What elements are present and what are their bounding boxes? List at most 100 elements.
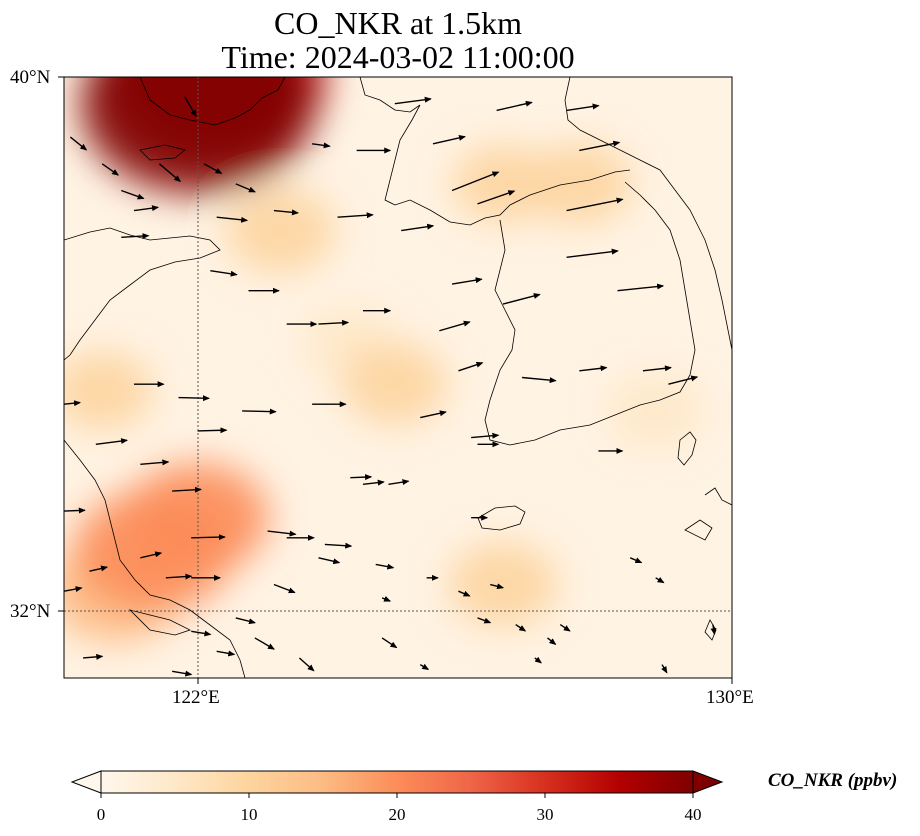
wind-arrow-72 xyxy=(655,576,665,584)
wind-arrow-8 xyxy=(312,142,331,149)
lat-tick-label-32n: 32°N xyxy=(10,601,51,622)
colorbar-ticks xyxy=(100,793,694,798)
wind-arrow-80 xyxy=(298,657,315,672)
concentration-hotspot-4 xyxy=(342,343,448,425)
wind-arrow-19 xyxy=(337,212,374,219)
coastline-yangtze-island xyxy=(128,609,192,636)
wind-arrow-24 xyxy=(617,283,665,292)
wind-arrow-55 xyxy=(267,530,297,537)
wind-arrow-45 xyxy=(197,427,228,434)
wind-arrow-82 xyxy=(254,637,275,650)
coastline-bohai-north xyxy=(139,77,286,126)
wind-arrow-11 xyxy=(432,134,466,145)
coastline-bohai-island xyxy=(139,144,186,161)
coastline-korea-east xyxy=(564,77,732,351)
tick-marks xyxy=(58,76,733,684)
colorbar-label-30: 30 xyxy=(536,805,554,824)
lon-tick-label-122e: 122°E xyxy=(172,687,220,708)
map-title-line1: CO_NKR at 1.5km xyxy=(274,5,522,41)
wind-arrow-58 xyxy=(191,534,226,541)
wind-arrow-16 xyxy=(477,190,516,205)
wind-arrow-7 xyxy=(273,209,299,216)
wind-arrow-35 xyxy=(579,365,608,372)
wind-arrow-6 xyxy=(235,183,256,193)
concentration-field xyxy=(64,77,705,643)
coastline-shandong xyxy=(64,227,221,361)
wind-arrow-23 xyxy=(502,293,541,305)
wind-arrow-36 xyxy=(642,365,672,372)
wind-arrow-18 xyxy=(401,223,435,232)
wind-arrow-15 xyxy=(451,171,500,192)
wind-arrow-56 xyxy=(324,542,353,549)
wind-arrow-32 xyxy=(439,320,471,332)
wind-arrow-77 xyxy=(559,623,571,632)
wind-arrow-20 xyxy=(566,248,619,258)
colorbar-title: CO_NKR (ppbv) xyxy=(768,770,898,791)
wind-arrow-13 xyxy=(566,103,600,112)
wind-arrow-63 xyxy=(318,557,341,565)
wind-arrow-49 xyxy=(140,459,170,466)
coastline-goto xyxy=(684,519,713,541)
wind-arrow-84 xyxy=(191,630,212,637)
concentration-hotspot-0 xyxy=(607,373,705,449)
wind-arrow-38 xyxy=(64,400,81,407)
wind-arrow-74 xyxy=(477,617,492,624)
colorbar-extend-low xyxy=(70,770,102,794)
concentration-hotspot-6 xyxy=(225,188,335,273)
wind-arrow-10 xyxy=(394,96,432,105)
lat-tick-label-40n: 40°N xyxy=(10,67,51,88)
wind-arrow-14 xyxy=(579,140,621,152)
wind-arrow-79 xyxy=(381,637,398,649)
wind-arrow-41 xyxy=(242,408,277,415)
coastline-korea xyxy=(484,181,696,446)
wind-arrow-53 xyxy=(64,507,86,514)
wind-arrow-27 xyxy=(216,216,249,223)
wind-arrow-37 xyxy=(668,375,699,385)
wind-arrow-71 xyxy=(629,557,643,564)
wind-arrow-5 xyxy=(184,96,197,118)
concentration-hotspot-12 xyxy=(80,77,315,194)
wind-arrow-22 xyxy=(451,277,483,285)
colorbar-label-40: 40 xyxy=(684,805,702,824)
wind-arrow-60 xyxy=(140,551,163,559)
colorbar-label-0: 0 xyxy=(96,805,106,824)
wind-arrow-85 xyxy=(83,653,104,660)
wind-arrow-48 xyxy=(95,438,129,445)
wind-arrow-31 xyxy=(318,319,350,326)
wind-arrow-86 xyxy=(172,670,193,677)
wind-arrow-64 xyxy=(64,586,83,593)
coastline-kyushu-north xyxy=(704,487,732,506)
wind-arrow-88 xyxy=(661,664,668,674)
wind-arrow-50 xyxy=(350,474,373,481)
map-frame xyxy=(63,76,733,679)
wind-arrow-61 xyxy=(165,573,193,580)
wind-arrow-40 xyxy=(178,395,210,402)
concentration-hotspot-7 xyxy=(448,542,558,627)
map-title-line2: Time: 2024-03-02 11:00:00 xyxy=(221,39,575,75)
wind-arrow-78 xyxy=(710,624,717,636)
wind-arrow-1 xyxy=(101,163,119,176)
wind-arrow-12 xyxy=(496,100,533,112)
wind-arrow-67 xyxy=(375,563,395,570)
wind-arrow-54 xyxy=(172,486,202,493)
wind-arrow-81 xyxy=(235,617,256,625)
wind-vectors xyxy=(64,96,717,677)
wind-arrow-17 xyxy=(566,197,624,212)
wind-arrow-44 xyxy=(471,432,500,439)
wind-arrow-51 xyxy=(388,479,410,486)
concentration-hotspot-5 xyxy=(526,143,632,225)
coastline-china-east xyxy=(64,439,246,678)
map-plot-area xyxy=(64,77,732,678)
wind-arrow-75 xyxy=(515,623,527,632)
wind-arrow-76 xyxy=(547,637,557,645)
wind-arrow-33 xyxy=(458,361,484,372)
wind-arrow-34 xyxy=(521,376,557,384)
wind-arrow-43 xyxy=(420,410,447,419)
coastline-liaodong xyxy=(359,77,631,226)
wind-arrow-66 xyxy=(273,583,296,594)
wind-arrow-87 xyxy=(419,663,430,671)
wind-arrow-28 xyxy=(210,269,238,277)
colorbar-body xyxy=(101,771,693,793)
wind-arrow-70 xyxy=(490,583,505,590)
